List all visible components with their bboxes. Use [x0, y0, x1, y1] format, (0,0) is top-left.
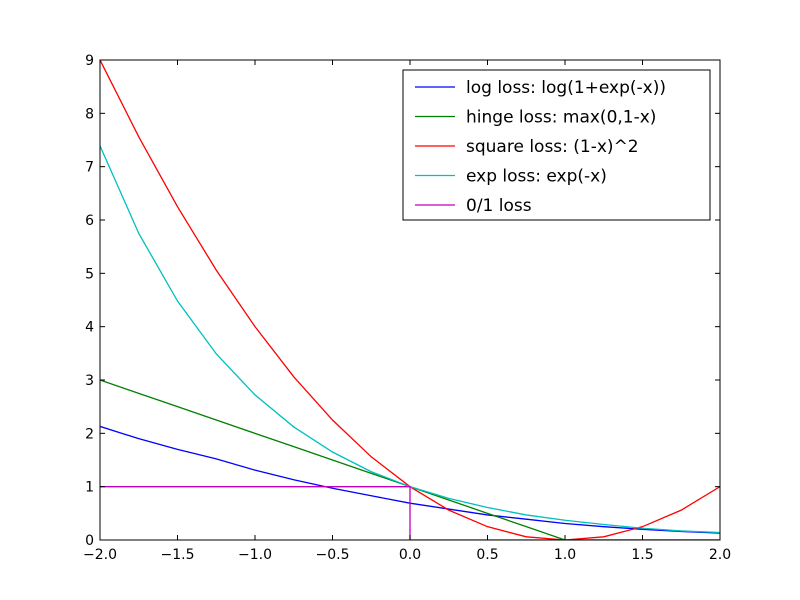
legend-label: 0/1 loss: [466, 196, 532, 216]
x-tick-label: −1.5: [161, 547, 195, 563]
x-tick-label: 1.5: [631, 547, 653, 563]
x-tick-label: −1.0: [238, 547, 272, 563]
x-tick-label: −0.5: [316, 547, 350, 563]
x-tick-label: 1.0: [554, 547, 576, 563]
legend-label: log loss: log(1+exp(-x)): [466, 78, 666, 98]
x-tick-label: 0.5: [476, 547, 498, 563]
x-tick-label: 0.0: [399, 547, 421, 563]
y-tick-label: 3: [85, 373, 94, 389]
y-tick-label: 5: [85, 266, 94, 282]
y-tick-label: 2: [85, 426, 94, 442]
series-line-4: [100, 486, 720, 540]
y-tick-label: 0: [85, 533, 94, 549]
y-tick-label: 6: [85, 213, 94, 229]
series-layer: [100, 60, 720, 540]
y-tick-label: 1: [85, 480, 94, 496]
y-tick-label: 4: [85, 320, 94, 336]
x-tick-label: −2.0: [83, 547, 117, 563]
legend-label: exp loss: exp(-x): [466, 167, 607, 187]
ticks-layer: −2.0 −1.5 −1.0 −0.5 0.0 0.5 1.0 1.5 2.0 0 1 2 3 4 5 6 7 8…: [83, 53, 731, 563]
x-tick-label: 2.0: [709, 547, 731, 563]
legend-label: square loss: (1-x)^2: [466, 137, 639, 157]
y-tick-label: 7: [85, 160, 94, 176]
legend-label: hinge loss: max(0,1-x): [466, 108, 656, 128]
legend: log loss: log(1+exp(-x)) hinge loss: max(…: [402, 69, 711, 221]
legend-box: [402, 69, 711, 221]
y-tick-label: 8: [85, 106, 94, 122]
y-tick-label: 9: [85, 53, 94, 69]
